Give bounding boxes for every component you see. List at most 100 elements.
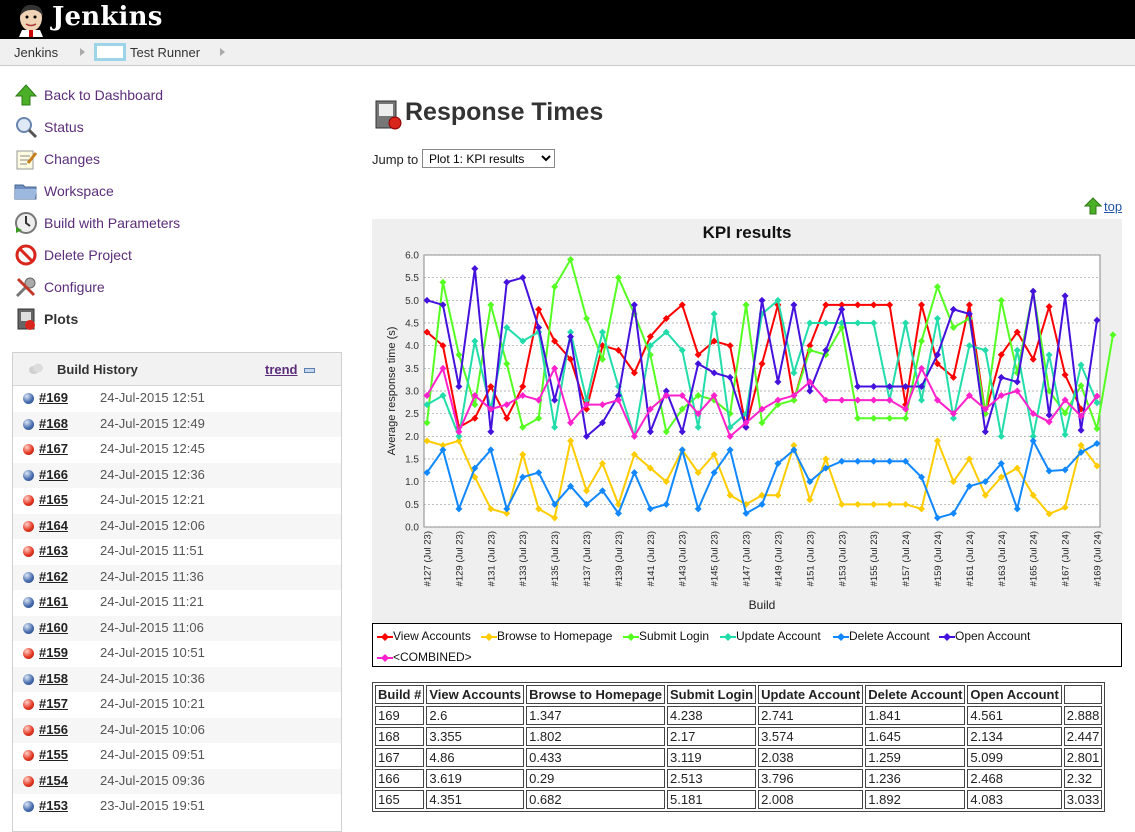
failed-build-icon[interactable] xyxy=(23,520,34,532)
sidebar-item-label[interactable]: Changes xyxy=(44,151,101,167)
success-build-icon[interactable] xyxy=(23,393,34,404)
build-row[interactable]: #165 24-Jul-2015 12:21 xyxy=(13,488,341,513)
sidebar-item-label[interactable]: Plots xyxy=(44,311,79,327)
build-row[interactable]: #153 23-Jul-2015 19:51 xyxy=(13,794,341,819)
data-point xyxy=(933,437,941,445)
build-number-link[interactable]: #160 xyxy=(39,619,68,635)
build-date[interactable]: 24-Jul-2015 10:36 xyxy=(100,670,205,686)
sidebar-item-label[interactable]: Back to Dashboard xyxy=(44,87,164,103)
build-date[interactable]: 24-Jul-2015 10:51 xyxy=(100,645,205,660)
no-entry-icon xyxy=(15,244,37,266)
build-date[interactable]: 24-Jul-2015 12:45 xyxy=(100,441,205,456)
failed-build-icon[interactable] xyxy=(23,775,34,787)
build-row[interactable]: #167 24-Jul-2015 12:45 xyxy=(13,437,341,462)
build-date[interactable]: 24-Jul-2015 11:21 xyxy=(100,594,204,609)
failed-build-icon[interactable] xyxy=(23,648,34,659)
build-row[interactable]: #154 24-Jul-2015 09:36 xyxy=(13,768,341,794)
build-date[interactable]: 24-Jul-2015 11:51 xyxy=(100,543,204,558)
success-build-icon[interactable] xyxy=(23,597,34,608)
failed-build-icon[interactable] xyxy=(23,444,34,455)
sidebar-item-build-with-parameters[interactable]: Build with Parameters xyxy=(14,211,334,235)
sidebar-item-configure[interactable]: Configure xyxy=(14,275,334,299)
legend-marker-icon xyxy=(939,632,955,641)
build-date[interactable]: 24-Jul-2015 12:36 xyxy=(100,466,205,482)
top-link-label[interactable]: top xyxy=(1104,199,1123,214)
failed-build-icon[interactable] xyxy=(23,495,34,506)
success-build-icon[interactable] xyxy=(23,469,34,481)
build-date[interactable]: 23-Jul-2015 19:51 xyxy=(100,798,205,813)
build-number-link[interactable]: #163 xyxy=(39,543,68,558)
build-date[interactable]: 24-Jul-2015 12:49 xyxy=(100,415,205,431)
build-date[interactable]: 24-Jul-2015 10:21 xyxy=(100,696,205,711)
build-number-link[interactable]: #164 xyxy=(39,517,68,533)
table-cell: 5.099 xyxy=(967,748,1062,767)
build-row[interactable]: #158 24-Jul-2015 10:36 xyxy=(13,666,341,692)
breadcrumb-separator-icon[interactable] xyxy=(80,48,85,56)
build-row[interactable]: #164 24-Jul-2015 12:06 xyxy=(13,513,341,539)
sidebar-item-plots[interactable]: Plots xyxy=(14,307,334,331)
build-row[interactable]: #162 24-Jul-2015 11:36 xyxy=(13,564,341,590)
build-number-link[interactable]: #166 xyxy=(39,466,68,482)
build-row[interactable]: #156 24-Jul-2015 10:06 xyxy=(13,717,341,743)
sidebar-item-workspace[interactable]: Workspace xyxy=(14,179,334,203)
success-build-icon[interactable] xyxy=(23,801,34,812)
build-date[interactable]: 24-Jul-2015 12:21 xyxy=(100,492,205,507)
build-date[interactable]: 24-Jul-2015 12:51 xyxy=(100,390,205,405)
build-date[interactable]: 24-Jul-2015 09:51 xyxy=(100,747,205,762)
build-number-link[interactable]: #161 xyxy=(39,594,68,609)
build-date[interactable]: 24-Jul-2015 12:06 xyxy=(100,517,205,533)
build-row[interactable]: #160 24-Jul-2015 11:06 xyxy=(13,615,341,641)
build-row[interactable]: #157 24-Jul-2015 10:21 xyxy=(13,692,341,717)
collapse-icon[interactable] xyxy=(304,368,315,373)
data-point xyxy=(519,337,527,345)
build-number-link[interactable]: #158 xyxy=(39,670,68,686)
success-build-icon[interactable] xyxy=(23,622,34,634)
sidebar-item-label[interactable]: Build with Parameters xyxy=(44,215,181,231)
sidebar-item-label[interactable]: Configure xyxy=(44,279,105,295)
sidebar-item-label[interactable]: Status xyxy=(44,119,84,135)
build-date[interactable]: 24-Jul-2015 09:36 xyxy=(100,772,205,788)
success-build-icon[interactable] xyxy=(23,571,34,583)
build-number-link[interactable]: #153 xyxy=(39,798,68,813)
success-build-icon[interactable] xyxy=(23,673,34,685)
build-number-link[interactable]: #154 xyxy=(39,772,68,788)
build-row[interactable]: #166 24-Jul-2015 12:36 xyxy=(13,462,341,488)
failed-build-icon[interactable] xyxy=(23,724,34,736)
sidebar-item-changes[interactable]: Changes xyxy=(14,147,334,171)
breadcrumb-separator-icon[interactable] xyxy=(220,48,225,56)
build-row[interactable]: #169 24-Jul-2015 12:51 xyxy=(13,386,341,411)
plot-jump-select[interactable]: Plot 1: KPI results xyxy=(422,149,555,168)
build-number-link[interactable]: #165 xyxy=(39,492,68,507)
breadcrumb-jenkins[interactable]: Jenkins xyxy=(14,45,59,60)
build-date[interactable]: 24-Jul-2015 10:06 xyxy=(100,721,205,737)
build-date[interactable]: 24-Jul-2015 11:06 xyxy=(100,619,204,635)
build-number-link[interactable]: #169 xyxy=(39,390,68,405)
failed-build-icon[interactable] xyxy=(23,750,34,761)
breadcrumb-project[interactable]: Test Runner xyxy=(130,45,201,60)
failed-build-icon[interactable] xyxy=(23,546,34,557)
build-row[interactable]: #168 24-Jul-2015 12:49 xyxy=(13,411,341,437)
app-title[interactable]: Jenkins xyxy=(52,2,163,32)
sidebar-item-label[interactable]: Delete Project xyxy=(44,247,132,263)
failed-build-icon[interactable] xyxy=(23,699,34,710)
data-point xyxy=(423,419,431,427)
trend-link[interactable]: trend xyxy=(265,362,298,377)
sidebar-item-back-to-dashboard[interactable]: Back to Dashboard xyxy=(14,83,334,107)
build-row[interactable]: #159 24-Jul-2015 10:51 xyxy=(13,641,341,666)
build-number-link[interactable]: #167 xyxy=(39,441,68,456)
build-number-link[interactable]: #156 xyxy=(39,721,68,737)
build-number-link[interactable]: #157 xyxy=(39,696,68,711)
build-number-link[interactable]: #155 xyxy=(39,747,68,762)
build-row[interactable]: #155 24-Jul-2015 09:51 xyxy=(13,743,341,768)
build-date[interactable]: 24-Jul-2015 11:36 xyxy=(100,568,204,584)
build-row[interactable]: #163 24-Jul-2015 11:51 xyxy=(13,539,341,564)
success-build-icon[interactable] xyxy=(23,418,34,430)
sidebar-item-label[interactable]: Workspace xyxy=(44,183,114,199)
build-number-link[interactable]: #159 xyxy=(39,645,68,660)
build-row[interactable]: #161 24-Jul-2015 11:21 xyxy=(13,590,341,615)
sidebar-item-status[interactable]: Status xyxy=(14,115,334,139)
build-number-link[interactable]: #168 xyxy=(39,415,68,431)
build-number-link[interactable]: #162 xyxy=(39,568,68,584)
jenkins-logo-icon[interactable] xyxy=(14,2,48,37)
sidebar-item-delete-project[interactable]: Delete Project xyxy=(14,243,334,267)
